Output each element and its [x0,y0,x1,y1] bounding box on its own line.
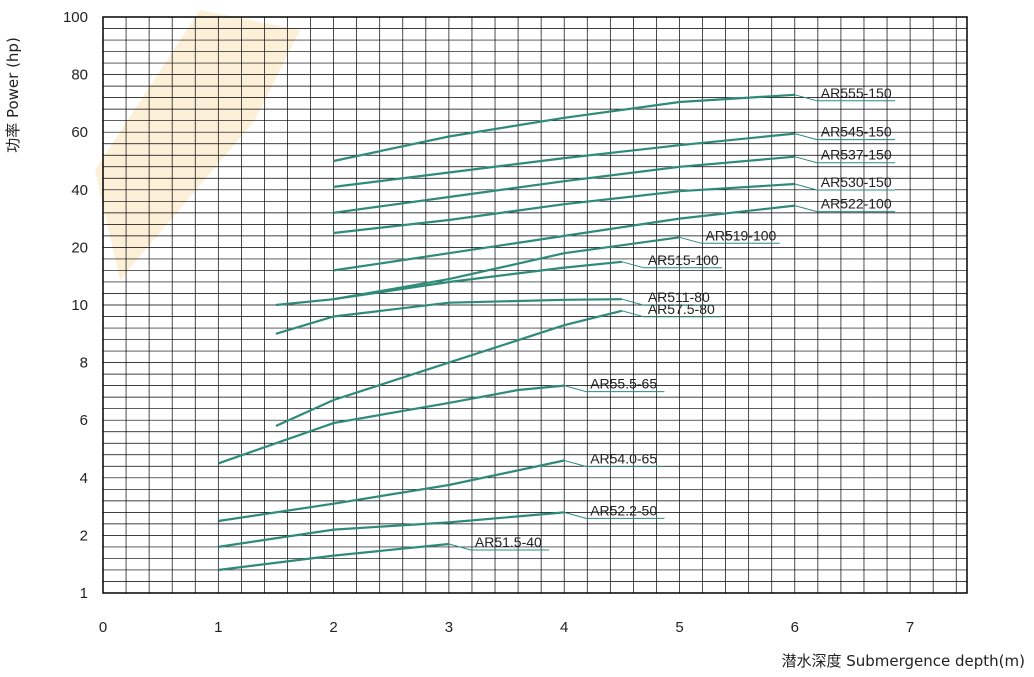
series-label: AR54.0-65 [590,451,657,467]
y-tick-label: 8 [80,355,88,372]
series-leader-line [794,205,895,213]
x-axis-title: 潜水深度 Submergence depth(m) [781,652,1025,670]
series-leader-line [621,310,723,318]
y-axis-title: 功率 Power (hp) [4,37,22,153]
x-tick-label: 4 [560,619,568,636]
series-layer: AR555-150 AR545-150 AR537-150 AR530-150 AR52… [217,85,895,572]
series-line [218,542,450,572]
series-line [275,260,623,307]
series-leader-line [621,298,715,306]
series-line [218,511,565,548]
y-tick-label: 2 [80,527,88,544]
series-leader-line [621,261,723,269]
series-leader-line [564,460,665,467]
series-line [217,384,565,465]
series-leader-line [564,511,665,519]
plot-border [102,16,968,594]
x-tick-label: 0 [99,619,107,636]
series-leader-line [448,543,550,551]
series-label: AR52.2-50 [590,502,657,518]
series-label: AR530-150 [821,174,892,190]
y-tick-label: 100 [63,9,88,26]
series-line [333,236,680,301]
x-tick-label: 2 [329,619,337,636]
series-label: AR55.5-65 [590,376,657,392]
y-tick-label: 60 [71,124,88,141]
grid [103,17,967,593]
y-tick-label: 40 [71,182,88,199]
x-tick-label: 6 [791,619,799,636]
series-line [333,182,795,235]
series-line [275,298,622,335]
x-tick-label: 1 [214,619,222,636]
series-line [333,204,795,272]
series-line [333,155,795,214]
y-axis: 1 2 4 6 8 10 20 40 60 80 100 [63,9,88,602]
x-tick-label: 3 [445,619,453,636]
series-label: AR555-150 [821,85,892,101]
x-axis: 0 1 2 3 4 5 6 7 [99,619,914,636]
x-tick-label: 7 [906,619,914,636]
series-label: AR545-150 [821,124,892,140]
series-label: AR522-100 [821,196,892,212]
y-tick-label: 10 [71,297,88,314]
series-leader-line [794,94,895,102]
series-label: AR51.5-40 [475,534,542,550]
series-label: AR511-80 [648,289,710,305]
series-label: AR519-100 [706,227,777,243]
series-leader-line [794,156,895,164]
y-tick-label: 6 [80,412,88,429]
x-tick-label: 5 [675,619,683,636]
series-line [333,132,795,188]
series-label: AR537-150 [821,147,892,163]
series-label: AR57.5-80 [648,301,715,317]
series-leader-line [564,385,665,393]
series-leader-line [679,236,780,244]
series-line [218,459,565,523]
series-leader-line [794,183,895,191]
series-leader-line [794,133,895,141]
series-line [333,93,795,163]
series-label: AR515-100 [648,252,719,268]
y-tick-label: 20 [71,239,88,256]
series-line [275,309,623,428]
y-tick-label: 4 [80,470,88,487]
y-tick-label: 80 [71,67,88,84]
y-tick-label: 1 [80,585,88,602]
